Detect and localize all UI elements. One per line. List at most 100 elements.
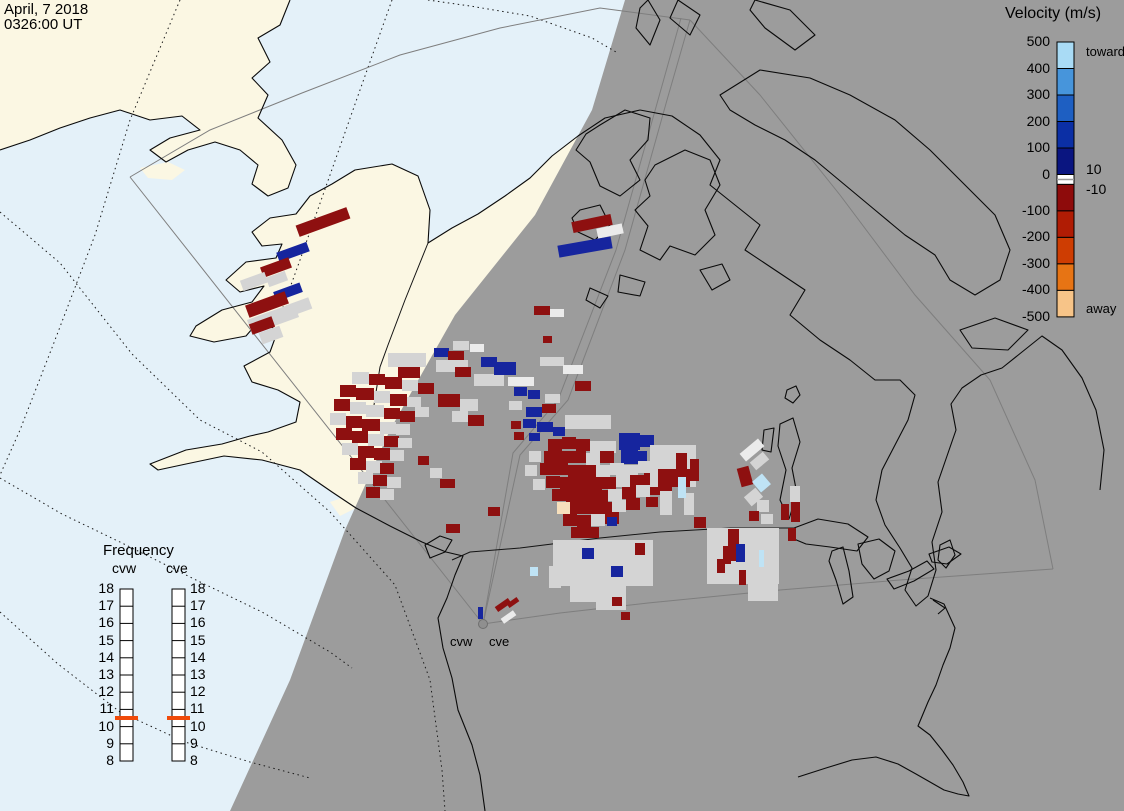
frequency-tick-label-left: 12 xyxy=(98,683,114,700)
velocity-tick-label: -500 xyxy=(1021,307,1050,324)
velocity-cell xyxy=(635,543,645,555)
velocity-cell xyxy=(560,477,602,490)
velocity-cell xyxy=(791,502,800,522)
velocity-cell xyxy=(342,443,358,455)
away-label: away xyxy=(1086,301,1117,316)
velocity-cell xyxy=(600,451,614,463)
velocity-cell xyxy=(523,419,536,428)
coastline xyxy=(886,560,935,590)
velocity-cell xyxy=(384,436,399,447)
velocity-cell xyxy=(546,476,560,488)
radar-fov-line xyxy=(689,19,1054,570)
velocity-cell xyxy=(369,374,385,385)
velocity-cell xyxy=(612,500,626,512)
colorbar-segment xyxy=(1056,289,1075,318)
velocity-cell xyxy=(577,515,591,527)
velocity-cell xyxy=(660,491,672,515)
velocity-cell xyxy=(380,463,394,474)
velocity-cell xyxy=(764,538,778,568)
velocity-cell xyxy=(530,567,538,576)
graticule-line xyxy=(0,0,181,476)
velocity-cell xyxy=(586,453,600,465)
velocity-cell xyxy=(258,325,284,345)
velocity-cell xyxy=(624,465,638,477)
velocity-cell xyxy=(362,419,380,431)
velocity-cell xyxy=(565,415,611,429)
time-label: 0326:00 UT xyxy=(4,16,83,33)
velocity-cell xyxy=(398,367,420,378)
velocity-cell xyxy=(640,435,654,447)
velocity-cell xyxy=(558,451,586,463)
velocity-cell xyxy=(350,458,366,470)
velocity-cell xyxy=(384,408,400,419)
velocity-cell xyxy=(380,422,396,434)
velocity-cell xyxy=(544,451,558,463)
velocity-cell xyxy=(723,546,731,564)
velocity-cell xyxy=(368,434,384,446)
velocity-cell xyxy=(757,500,769,512)
frequency-tick-label-left: 18 xyxy=(98,580,114,596)
velocity-cell xyxy=(748,583,778,601)
frequency-panel-title: Frequency xyxy=(103,542,174,559)
frequency-tick-label-left: 17 xyxy=(98,597,114,614)
velocity-cell xyxy=(407,397,421,407)
frequency-marker xyxy=(167,716,190,720)
coastline xyxy=(635,0,661,46)
graticule-line xyxy=(281,0,393,311)
velocity-cell xyxy=(452,411,468,422)
velocity-cell xyxy=(500,610,517,624)
velocity-cell xyxy=(562,437,576,449)
frequency-tick-label-left: 16 xyxy=(98,614,114,631)
velocity-cell xyxy=(619,433,640,450)
velocity-cell xyxy=(550,309,564,317)
colorbar-segment xyxy=(1056,183,1075,212)
coastline xyxy=(617,274,646,297)
coastline xyxy=(784,385,801,404)
velocity-cell xyxy=(676,453,687,481)
velocity-cell xyxy=(566,490,594,502)
velocity-cell xyxy=(636,485,650,497)
velocity-tick-label: -100 xyxy=(1021,201,1050,218)
coastline xyxy=(0,0,297,197)
velocity-cell xyxy=(598,502,612,514)
coastline xyxy=(928,546,962,565)
velocity-cell xyxy=(415,407,429,417)
velocity-cell xyxy=(373,475,387,486)
frequency-tick-label-right: 17 xyxy=(190,597,206,614)
velocity-cell xyxy=(514,387,527,396)
radar-site-label-cvw: cvw xyxy=(450,634,473,649)
velocity-cell xyxy=(590,441,616,453)
frequency-column-label-cve: cve xyxy=(166,560,188,576)
frequency-tick-label-left: 15 xyxy=(98,631,114,648)
velocity-cell xyxy=(554,463,568,475)
graticule-line xyxy=(0,611,311,779)
velocity-cell xyxy=(591,514,605,526)
velocity-cell xyxy=(728,529,739,561)
radar-fov-line xyxy=(482,17,682,625)
frequency-tick-label-right: 10 xyxy=(190,717,206,734)
coastline xyxy=(749,0,816,51)
colorbar-segment xyxy=(1056,41,1075,69)
velocity-cell xyxy=(749,511,759,521)
colorbar-segment xyxy=(1056,236,1075,265)
frequency-column-label-cvw: cvw xyxy=(112,560,137,576)
velocity-cell xyxy=(743,487,764,507)
velocity-tick-label: -200 xyxy=(1021,228,1050,245)
day-land xyxy=(140,162,185,180)
velocity-cell xyxy=(390,394,407,406)
velocity-cell xyxy=(265,270,289,288)
velocity-cell xyxy=(788,528,796,541)
velocity-cell xyxy=(346,416,362,428)
velocity-cell xyxy=(481,357,497,367)
day-land xyxy=(0,0,296,196)
velocity-tick-label: -300 xyxy=(1021,254,1050,271)
velocity-cell xyxy=(453,341,469,350)
velocity-cell xyxy=(545,394,560,403)
velocity-cell xyxy=(514,432,524,440)
velocity-cell xyxy=(548,439,562,451)
velocity-cell xyxy=(616,475,630,487)
velocity-cell xyxy=(525,465,537,476)
velocity-cell xyxy=(557,236,613,258)
